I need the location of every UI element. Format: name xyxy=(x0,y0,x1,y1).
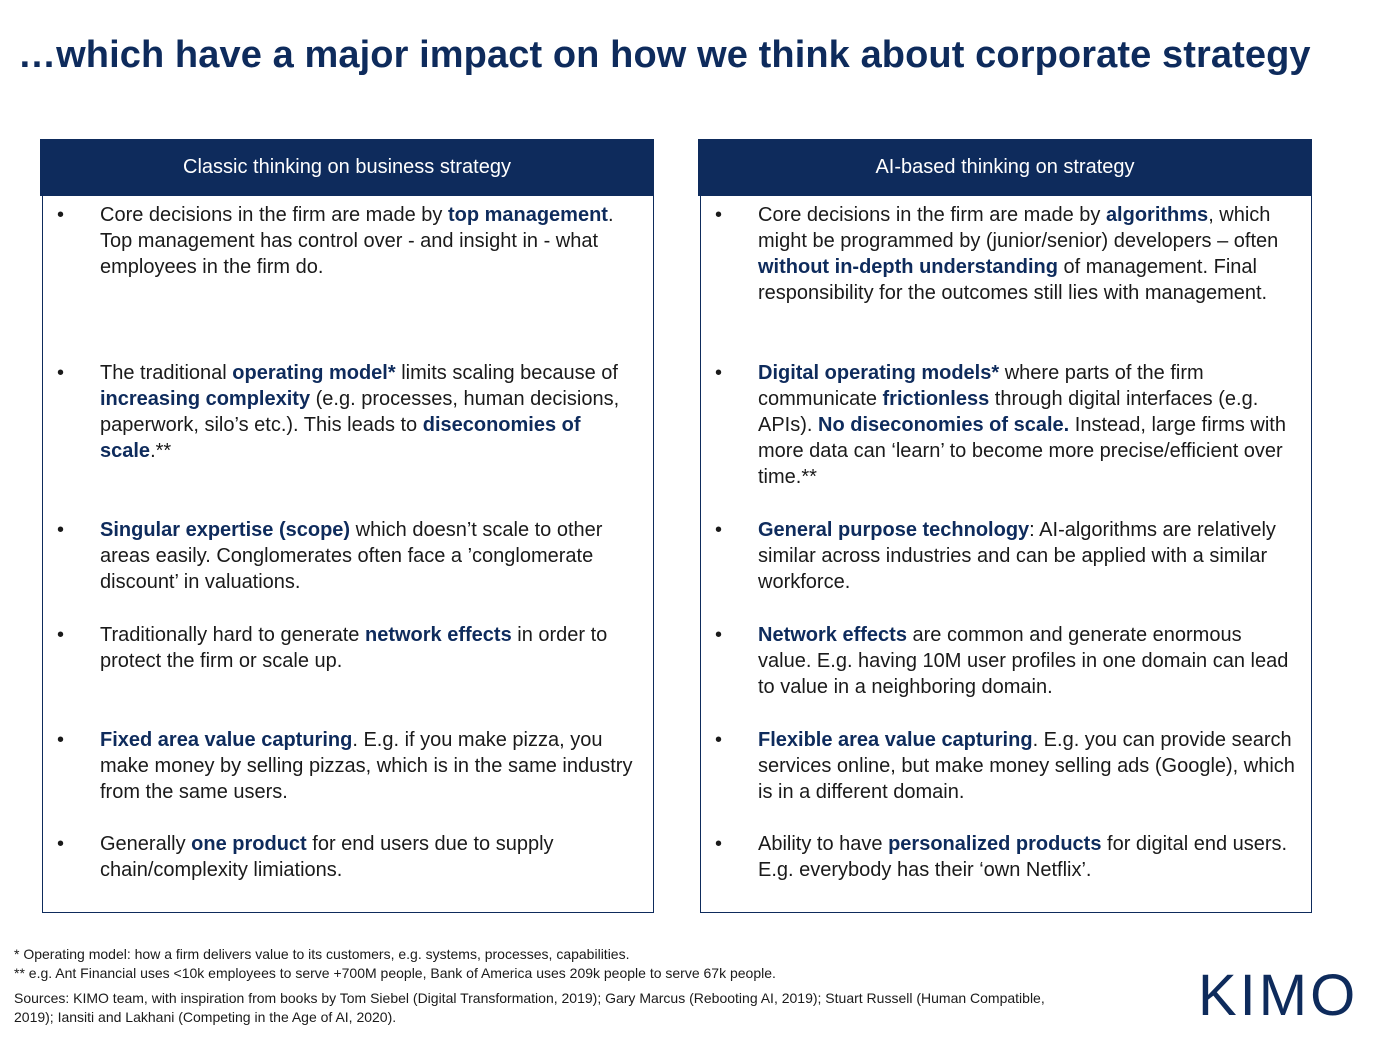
bold-text: personalized products xyxy=(888,833,1102,855)
bold-text: General purpose technology xyxy=(758,519,1030,541)
text-segment: Core decisions in the firm are made by xyxy=(100,204,448,226)
bullet: • xyxy=(57,729,65,751)
bullet: • xyxy=(715,362,723,384)
footnote-example: ** e.g. Ant Financial uses <10k employee… xyxy=(14,965,776,981)
bold-text: Digital operating models* xyxy=(758,362,1000,384)
text-segment: . Top management has control over - and … xyxy=(100,204,614,278)
bold-text: Network effects xyxy=(758,624,907,646)
page-title: …which have a major impact on how we thi… xyxy=(18,34,1311,76)
text-segment: Core decisions in the firm are made by xyxy=(758,204,1106,226)
text-segment: , which might be programmed by (junior/s… xyxy=(758,204,1279,252)
classic-item-text: Traditionally hard to generate network e… xyxy=(100,622,640,674)
classic-item-text: Fixed area value capturing. E.g. if you … xyxy=(100,727,640,805)
bold-text: one product xyxy=(191,833,307,855)
text-segment: for end users due to supply chain/comple… xyxy=(100,833,554,881)
ai-item-text: Core decisions in the firm are made by a… xyxy=(758,202,1298,306)
text-segment: which doesn’t scale to other areas easil… xyxy=(100,519,603,593)
bullet: • xyxy=(57,833,65,855)
ai-item-text: Network effects are common and generate … xyxy=(758,622,1298,700)
bold-text: network effects xyxy=(364,624,512,646)
classic-item-text: Generally one product for end users due … xyxy=(100,831,640,883)
text-segment: through digital interfaces (e.g. APIs). xyxy=(758,388,1259,436)
text-segment: (e.g. processes, human decisions, paperw… xyxy=(100,388,620,436)
bold-text: No diseconomies of scale. xyxy=(818,414,1070,436)
text-segment: Traditionally hard to generate xyxy=(100,624,365,646)
text-segment: The traditional xyxy=(100,362,233,384)
bold-text: increasing complexity xyxy=(100,388,311,410)
footnotes: * Operating model: how a firm delivers v… xyxy=(14,945,1054,1027)
text-segment: . E.g. you can provide search services o… xyxy=(758,729,1295,803)
text-segment: where parts of the firm communicate xyxy=(758,362,1204,410)
text-segment: Instead, large firms with more data can … xyxy=(758,414,1286,488)
footnote-operating-model: * Operating model: how a firm delivers v… xyxy=(14,946,630,962)
bullet: • xyxy=(57,624,65,646)
bullet: • xyxy=(57,204,65,226)
ai-item-text: General purpose technology: AI-algorithm… xyxy=(758,517,1298,595)
bold-text: Singular expertise (scope) xyxy=(100,519,351,541)
bullet: • xyxy=(715,204,723,226)
classic-item-text: Core decisions in the firm are made by t… xyxy=(100,202,640,280)
bullet: • xyxy=(715,624,723,646)
ai-item-text: Flexible area value capturing. E.g. you … xyxy=(758,727,1298,805)
bold-text: operating model* xyxy=(232,362,396,384)
text-segment: Generally xyxy=(100,833,192,855)
classic-column-body: • Core decisions in the firm are made by… xyxy=(42,196,654,913)
bullet: • xyxy=(715,833,723,855)
bullet: • xyxy=(57,362,65,384)
ai-column-header: AI-based thinking on strategy xyxy=(698,139,1312,196)
text-segment: for digital end users. E.g. everybody ha… xyxy=(758,833,1288,881)
text-segment: : AI-algorithms are relatively similar a… xyxy=(758,519,1276,593)
sources-note: Sources: KIMO team, with inspiration fro… xyxy=(14,990,1045,1025)
bold-text: Flexible area value capturing xyxy=(758,729,1033,751)
bullet: • xyxy=(57,519,65,541)
text-segment: limits scaling because of xyxy=(395,362,618,384)
text-segment: of management. Final responsibility for … xyxy=(758,256,1268,304)
ai-item-text: Ability to have personalized products fo… xyxy=(758,831,1298,883)
classic-item-text: Singular expertise (scope) which doesn’t… xyxy=(100,517,640,595)
bold-text: without in-depth understanding xyxy=(758,256,1058,278)
text-segment: are common and generate enormous value. … xyxy=(758,624,1289,698)
text-segment: in order to protect the firm or scale up… xyxy=(100,624,608,672)
classic-item-text: The traditional operating model* limits … xyxy=(100,360,640,464)
classic-column-header: Classic thinking on business strategy xyxy=(40,139,654,196)
text-segment: Ability to have xyxy=(758,833,889,855)
bold-text: algorithms xyxy=(1105,204,1209,226)
bullet: • xyxy=(715,729,723,751)
bold-text: Fixed area value capturing xyxy=(100,729,353,751)
bullet: • xyxy=(715,519,723,541)
classic-strategy-column: Classic thinking on business strategy • … xyxy=(40,139,654,913)
kimo-logo: KIMO xyxy=(1198,963,1359,1028)
bold-text: diseconomies of scale xyxy=(100,414,581,462)
ai-item-text: Digital operating models* where parts of… xyxy=(758,360,1298,490)
bold-text: top management xyxy=(447,204,608,226)
bold-text: frictionless xyxy=(882,388,990,410)
ai-strategy-column: AI-based thinking on strategy • Core dec… xyxy=(698,139,1312,913)
ai-column-body: • Core decisions in the firm are made by… xyxy=(700,196,1312,913)
text-segment: .** xyxy=(150,440,172,462)
text-segment: . E.g. if you make pizza, you make money… xyxy=(100,729,633,803)
